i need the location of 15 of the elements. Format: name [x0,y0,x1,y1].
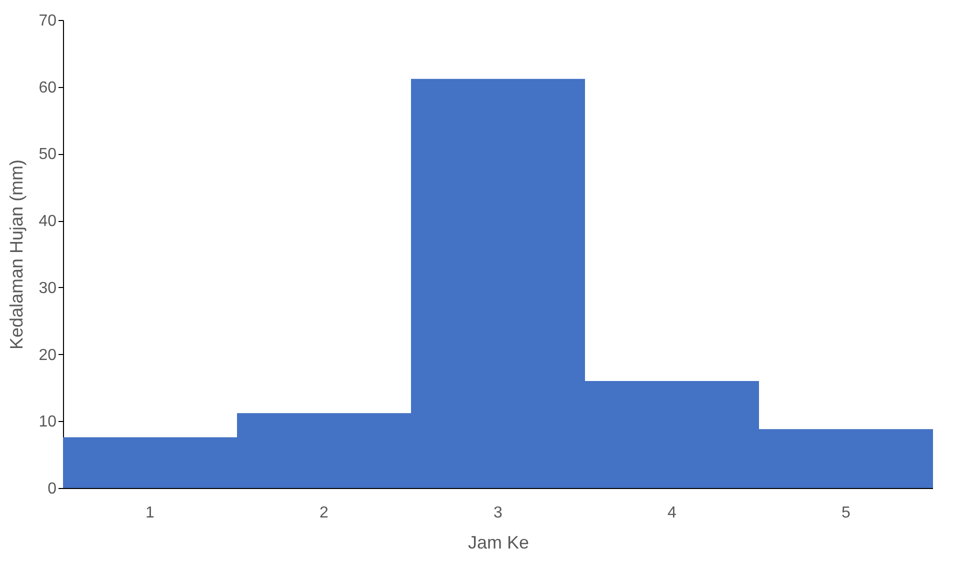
x-tick-label: 2 [320,504,329,522]
y-axis-title: Kedalaman Hujan (mm) [6,159,27,350]
x-axis-title: Jam Ke [468,532,530,552]
x-tick-label: 3 [494,504,503,522]
y-tick-label: 10 [38,414,57,431]
y-tick-label: 30 [38,280,57,297]
y-tick-label: 0 [48,480,57,498]
y-tick-label: 60 [38,79,57,96]
y-tick-label: 20 [38,346,57,364]
x-tick-label: 4 [668,504,677,522]
y-tick-label: 50 [38,146,57,164]
x-tick-label: 5 [842,504,851,522]
x-tick-label: 1 [146,504,155,522]
y-tick-label: 40 [38,213,57,230]
y-tick-label: 70 [38,12,57,30]
